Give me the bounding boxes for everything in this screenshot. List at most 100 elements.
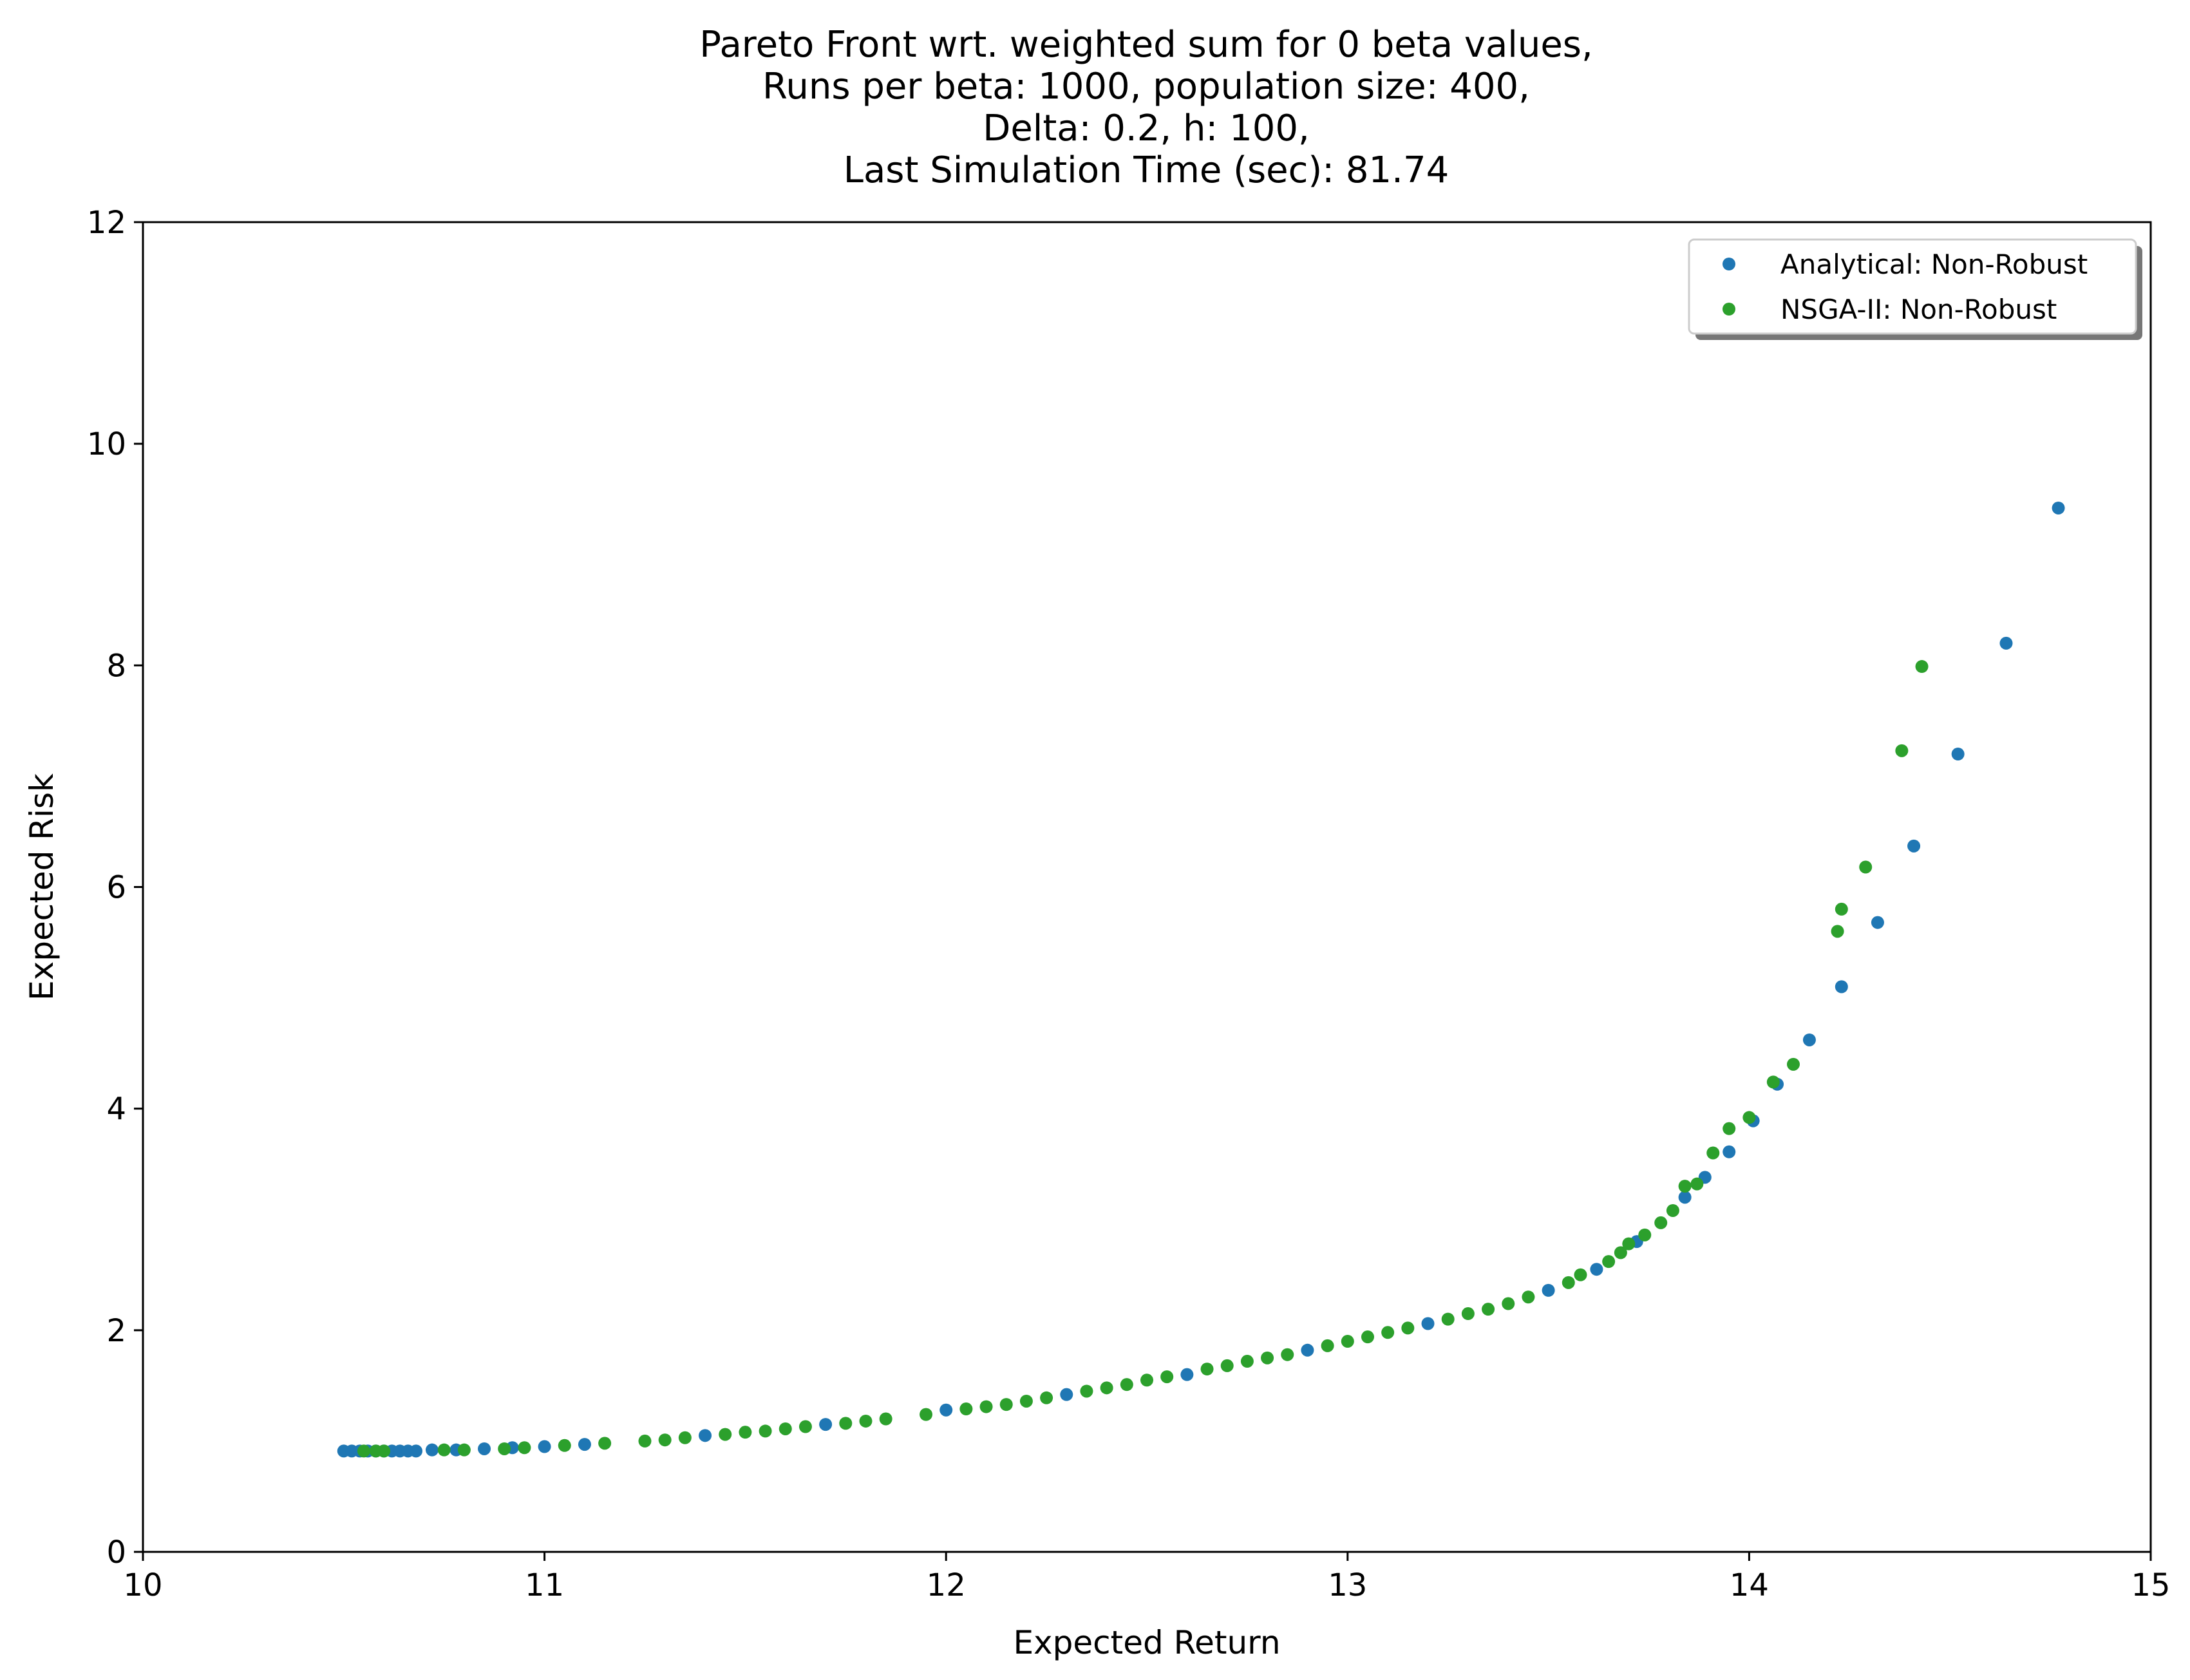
data-point: [1040, 1391, 1053, 1404]
data-point: [1895, 744, 1909, 757]
data-point: [558, 1439, 571, 1452]
data-point: [598, 1437, 612, 1450]
data-point: [739, 1426, 752, 1439]
data-point: [1240, 1355, 1254, 1368]
data-point: [1706, 1146, 1720, 1160]
y-tick-label: 12: [87, 205, 126, 241]
data-point: [699, 1429, 712, 1442]
data-point: [798, 1420, 812, 1433]
y-tick-label: 4: [106, 1091, 126, 1128]
x-axis-ticks: 10 11 12 13 14 15: [123, 1552, 2171, 1603]
data-point: [1835, 902, 1848, 916]
y-tick-label: 6: [106, 870, 126, 906]
data-point: [1080, 1384, 1093, 1398]
data-point: [1590, 1263, 1603, 1276]
legend: Analytical: Non-Robust NSGA-II: Non-Robus…: [1688, 238, 2142, 340]
data-point: [1723, 1122, 1736, 1135]
data-point: [1522, 1290, 1535, 1304]
x-tick-label: 13: [1328, 1567, 1367, 1603]
data-point: [638, 1434, 652, 1448]
data-point: [658, 1433, 672, 1447]
y-axis-ticks: 0 2 4 6 8 10 12: [87, 205, 143, 1571]
data-point: [1301, 1343, 1314, 1357]
data-point: [1831, 925, 1844, 938]
data-point: [959, 1402, 973, 1416]
data-point: [1060, 1388, 1073, 1401]
data-point: [538, 1440, 551, 1453]
legend-label: NSGA-II: Non-Robust: [1780, 294, 2057, 325]
data-point: [1835, 980, 1848, 994]
data-point: [2052, 501, 2065, 514]
data-point: [1200, 1363, 1214, 1376]
data-point: [1180, 1368, 1194, 1381]
y-tick-label: 0: [106, 1534, 126, 1571]
title-line-1: Pareto Front wrt. weighted sum for 0 bet…: [699, 24, 1593, 66]
data-point: [779, 1422, 792, 1435]
data-point: [498, 1442, 511, 1455]
data-point: [1562, 1276, 1575, 1289]
data-point: [377, 1444, 391, 1458]
y-tick-label: 2: [106, 1313, 126, 1349]
data-point: [1542, 1283, 1555, 1297]
data-point: [1907, 839, 1921, 853]
data-point: [719, 1428, 732, 1441]
data-point: [1019, 1394, 1033, 1408]
data-point: [1622, 1237, 1636, 1251]
data-point: [1421, 1317, 1435, 1330]
data-point: [1361, 1330, 1374, 1344]
data-point: [1321, 1339, 1334, 1352]
data-point: [939, 1403, 953, 1417]
y-tick-label: 10: [87, 426, 126, 462]
data-point: [1742, 1111, 1756, 1124]
data-point: [1915, 660, 1929, 674]
chart-title: Pareto Front wrt. weighted sum for 0 bet…: [699, 24, 1593, 191]
data-point: [1441, 1312, 1455, 1326]
data-point: [1871, 916, 1884, 929]
data-point: [1654, 1216, 1668, 1229]
x-tick-label: 15: [2131, 1567, 2170, 1603]
legend-label: Analytical: Non-Robust: [1780, 249, 2088, 280]
data-point: [457, 1443, 471, 1457]
data-point: [1638, 1228, 1652, 1241]
data-point: [859, 1414, 873, 1428]
data-point: [1786, 1057, 1800, 1071]
data-point: [879, 1412, 892, 1426]
y-axis-label: Expected Risk: [23, 773, 61, 1001]
data-point: [1951, 748, 1965, 760]
data-point: [1261, 1351, 1274, 1364]
data-point: [1802, 1033, 1816, 1046]
data-point: [1502, 1297, 1515, 1310]
data-point: [578, 1438, 591, 1451]
legend-box: [1688, 238, 2137, 335]
data-point: [1859, 860, 1873, 874]
data-point: [1381, 1326, 1395, 1339]
data-point: [678, 1431, 692, 1444]
data-point: [1401, 1321, 1415, 1335]
data-point: [1220, 1359, 1234, 1372]
data-point: [839, 1417, 853, 1430]
data-point: [1690, 1177, 1704, 1191]
data-point: [819, 1418, 833, 1431]
data-point: [1614, 1246, 1627, 1260]
data-point: [1281, 1348, 1294, 1361]
data-point: [1678, 1191, 1692, 1204]
y-tick-label: 8: [106, 648, 126, 684]
data-point: [1461, 1307, 1475, 1321]
data-point: [999, 1398, 1013, 1411]
x-tick-label: 11: [525, 1567, 564, 1603]
data-point: [1482, 1303, 1495, 1316]
title-line-2: Runs per beta: 1000, population size: 40…: [762, 66, 1530, 108]
data-point: [518, 1441, 531, 1455]
data-point: [410, 1444, 423, 1458]
data-points: [337, 501, 2065, 1458]
data-point: [759, 1424, 772, 1438]
title-line-3: Delta: 0.2, h: 100,: [983, 108, 1310, 149]
legend-marker: [1723, 258, 1735, 270]
x-tick-label: 10: [123, 1567, 162, 1603]
x-tick-label: 12: [927, 1567, 966, 1603]
data-point: [478, 1442, 491, 1455]
series-2: [357, 660, 1929, 1458]
x-tick-label: 14: [1730, 1567, 1769, 1603]
